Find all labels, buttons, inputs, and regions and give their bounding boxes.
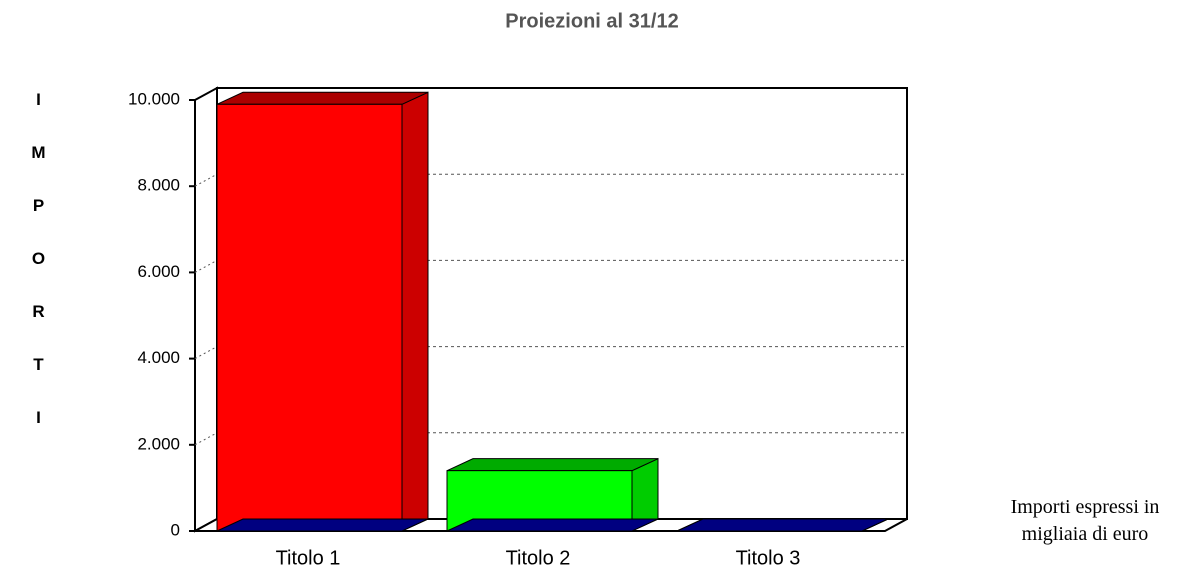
bar-top: [446, 458, 659, 472]
y-tick-label: 2.000: [137, 434, 180, 453]
grid-line: [194, 173, 218, 187]
grid-line: [194, 346, 218, 360]
y-tick-label: 4.000: [137, 348, 180, 367]
y-axis-label: IMPORTI: [29, 90, 48, 461]
grid-line: [194, 432, 218, 446]
bar-base: [446, 518, 659, 532]
note: Importi espressi in migliaia di euro: [1010, 496, 1160, 545]
x-tick-label: Titolo 2: [506, 547, 571, 569]
y-tick-label: 10.000: [128, 89, 180, 108]
bar-base: [216, 518, 429, 532]
bar-side: [401, 91, 429, 532]
x-tick-label: Titolo 1: [276, 547, 341, 569]
y-tick-label: 8.000: [137, 176, 180, 195]
y-tick-label: 0: [171, 520, 180, 539]
left-wall: [194, 86, 218, 533]
bar: [216, 103, 403, 532]
chart-title: Proiezioni al 31/12: [505, 10, 678, 32]
grid-line: [194, 259, 218, 273]
y-tick-label: 6.000: [137, 262, 180, 281]
x-tick-label: Titolo 3: [736, 547, 801, 569]
bar-top: [216, 91, 429, 105]
bar-base: [676, 518, 889, 532]
